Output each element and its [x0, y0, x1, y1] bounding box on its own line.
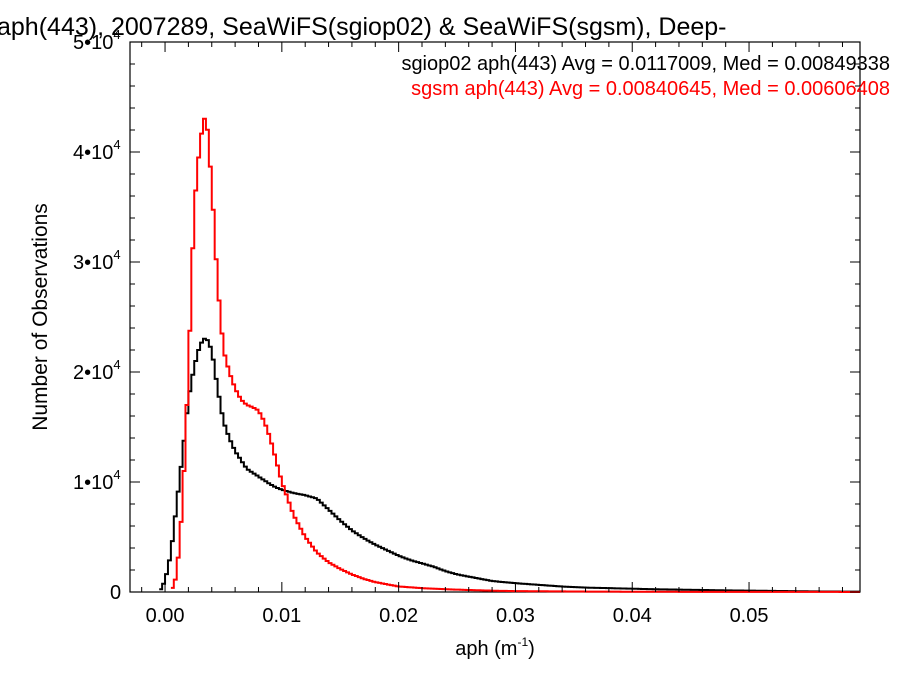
x-axis-label: aph (m-1) — [455, 635, 535, 660]
x-tick-label: 0.03 — [496, 605, 535, 627]
plot-area — [129, 41, 861, 593]
x-tick-label: 0.05 — [730, 605, 769, 627]
legend-entry-0: sgiop02 aph(443) Avg = 0.0117009, Med = … — [401, 53, 890, 75]
y-tick-label: 3•104 — [73, 247, 121, 274]
y-tick-label: 4•104 — [73, 137, 121, 164]
series-line-0 — [159, 337, 860, 593]
legend: sgiop02 aph(443) Avg = 0.0117009, Med = … — [401, 53, 890, 100]
legend-entry-1: sgsm aph(443) Avg = 0.00840645, Med = 0.… — [411, 78, 890, 100]
y-tick-label: 0 — [110, 582, 121, 604]
x-tick-label: 0.04 — [613, 605, 652, 627]
x-tick-label: 0.01 — [262, 605, 301, 627]
y-tick-label: 1•104 — [73, 467, 121, 494]
chart-title: aph(443), 2007289, SeaWiFS(sgiop02) & Se… — [0, 13, 727, 41]
y-tick-label: 5•104 — [73, 27, 121, 54]
y-axis-label: Number of Observations — [29, 203, 52, 431]
x-tick-label: 0.00 — [146, 605, 185, 627]
y-tick-label: 2•104 — [73, 357, 121, 384]
axis-ticks: 0.00 0.01 0.02 0.03 0.04 0.05 0 1•104 2•104 3•104… — [73, 27, 860, 627]
plot-frame — [129, 41, 861, 593]
x-tick-label: 0.02 — [379, 605, 418, 627]
series-line-1 — [170, 117, 860, 593]
series-layer — [159, 117, 860, 593]
